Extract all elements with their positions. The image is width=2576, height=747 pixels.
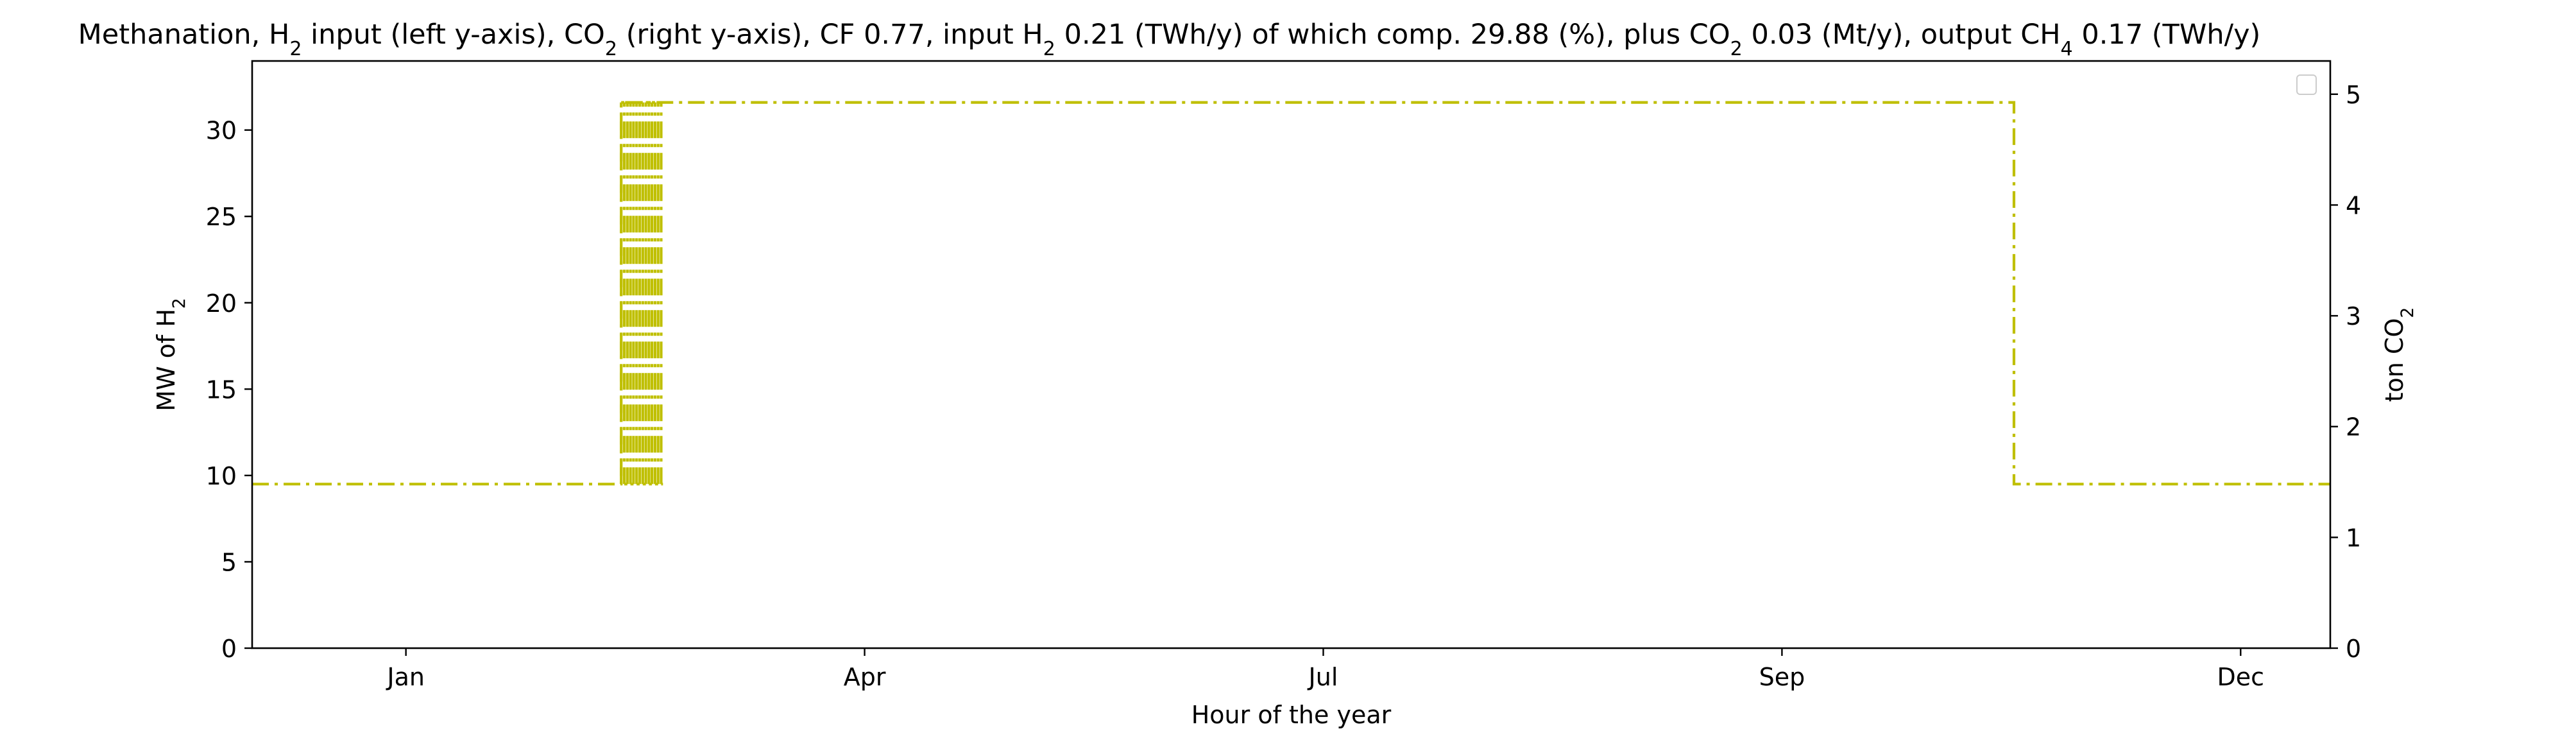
x-axis-label: Hour of the year: [1191, 701, 1392, 729]
chart-title-text: Methanation, H2 input (left y-axis), CO2…: [78, 19, 2261, 60]
y-left-tick-label: 15: [206, 375, 237, 404]
y-right-tick-label: 4: [2346, 191, 2361, 219]
series-line-base: [252, 101, 2330, 486]
y-right-tick-label: 1: [2346, 524, 2361, 552]
y-left-tick-label: 0: [221, 635, 237, 663]
y-axis-right-label-text: ton CO2: [2380, 307, 2418, 402]
y-left-tick-label: 5: [221, 548, 237, 576]
chart-title: Methanation, H2 input (left y-axis), CO2…: [78, 19, 2261, 60]
y-axis-left: 0 5 10 15 20 25 30: [206, 117, 252, 663]
series-h2-input: [252, 101, 2330, 486]
x-tick-label: Dec: [2217, 663, 2265, 691]
y-axis-left-label: MW of H2: [152, 298, 189, 411]
y-left-tick-label: 25: [206, 203, 237, 231]
y-right-tick-label: 0: [2346, 635, 2361, 663]
x-tick-label: Jul: [1308, 663, 1338, 691]
y-axis-right-label: ton CO2: [2380, 307, 2418, 402]
y-right-tick-label: 3: [2346, 302, 2361, 331]
y-left-tick-label: 20: [206, 289, 237, 318]
x-tick-label: Jan: [386, 663, 425, 691]
series-line-oscillation: [620, 101, 663, 486]
y-right-tick-label: 5: [2346, 81, 2361, 109]
y-axis-right: 0 1 2 3 4 5: [2330, 81, 2361, 663]
x-axis: Jan Apr Jul Sep Dec: [386, 648, 2264, 691]
y-left-tick-label: 10: [206, 462, 237, 490]
y-left-tick-label: 30: [206, 117, 237, 145]
x-tick-label: Apr: [844, 663, 886, 691]
legend: [2296, 74, 2317, 95]
plot-area: [251, 60, 2332, 649]
x-tick-label: Sep: [1759, 663, 1805, 691]
y-right-tick-label: 2: [2346, 413, 2361, 442]
y-axis-left-label-text: MW of H2: [152, 298, 189, 411]
